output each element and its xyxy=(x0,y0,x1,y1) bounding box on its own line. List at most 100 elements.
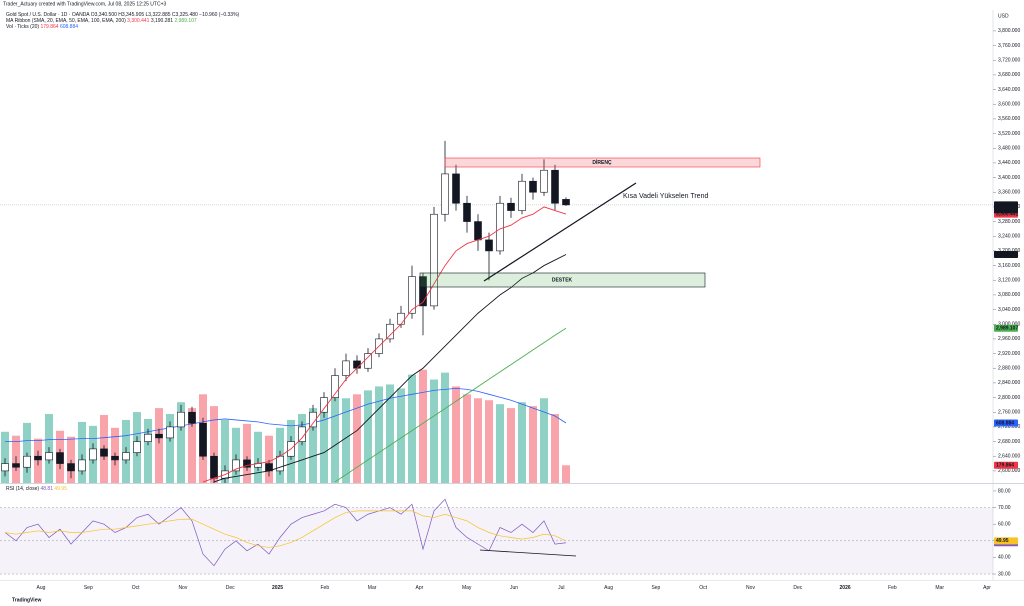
candle-body xyxy=(386,323,394,340)
candle-body xyxy=(353,360,361,369)
candle-body xyxy=(507,202,515,211)
ma-tag-bg xyxy=(994,324,1018,332)
volume-bar xyxy=(353,394,361,483)
scales: 3,800.000 3,760.000 3,720.000 3,680.000 3,64… xyxy=(37,28,1021,591)
candle-body xyxy=(155,433,163,439)
rsi-line xyxy=(4,498,567,567)
x-tick-label: Apr xyxy=(983,585,991,591)
volume-bar xyxy=(78,421,86,483)
rsi-line xyxy=(4,510,567,548)
volume-bar xyxy=(309,408,317,483)
vol-ma-tag-bg xyxy=(994,419,1018,427)
ma-tag-bg xyxy=(994,250,1018,258)
y-tick-label: 3,040.000 xyxy=(998,307,1020,313)
ohlc: O3,340.500 H3,345.905 L3,322.885 C3,325.… xyxy=(91,12,240,18)
candle-body xyxy=(78,459,86,472)
candle-body xyxy=(298,426,306,442)
y-tick-label: 3,760.000 xyxy=(998,43,1020,49)
volume-bar xyxy=(386,384,394,483)
candle-body xyxy=(551,169,559,204)
volume-bar xyxy=(485,400,493,483)
candle-body xyxy=(474,221,482,241)
y-tick-label: 3,240.000 xyxy=(998,234,1020,240)
y-tick-label: 2,880.000 xyxy=(998,366,1020,372)
candle-body xyxy=(485,239,493,252)
moving-average xyxy=(202,206,567,483)
moving-average xyxy=(334,327,567,483)
y-tick-label: 2,760.000 xyxy=(998,410,1020,416)
ma-value: 3,300.441 xyxy=(127,18,149,24)
y-tick-label: 2,840.000 xyxy=(998,380,1020,386)
vol-value: 179.864 xyxy=(40,24,58,30)
candle-body xyxy=(12,463,20,468)
x-tick-label: 2026 xyxy=(840,585,851,591)
candle-body xyxy=(34,455,42,461)
x-tick-label: Mar xyxy=(935,585,944,591)
y-tick-label: 2,600.000 xyxy=(998,468,1020,474)
resistance-box xyxy=(444,157,761,168)
price-pane xyxy=(0,140,993,483)
logo: TradingView xyxy=(12,597,41,603)
volume-bar xyxy=(408,374,416,483)
volume-bar xyxy=(419,369,427,483)
volume-bar xyxy=(177,402,185,483)
vol-legend: Vol · Ticks (20) 179.864 608.884 xyxy=(6,24,78,30)
x-tick-label: Dec xyxy=(226,585,235,591)
y-tick-label: 30.00 xyxy=(998,571,1011,577)
candle-body xyxy=(100,448,108,457)
candle-body xyxy=(67,463,75,472)
trend-line xyxy=(483,182,637,282)
y-tick-label: 3,640.000 xyxy=(998,87,1020,93)
vol-tag: 179.864 xyxy=(996,463,1014,469)
candle-body xyxy=(89,448,97,461)
volume-bar xyxy=(221,419,229,483)
y-tick-label: 2,800.000 xyxy=(998,395,1020,401)
x-tick-label: Feb xyxy=(888,585,897,591)
currency: USD xyxy=(998,13,1009,19)
y-tick-label: 3,360.000 xyxy=(998,190,1020,196)
candle-body xyxy=(56,452,64,464)
vol-ma-tag: 608.884 xyxy=(996,420,1014,426)
candle-body xyxy=(452,173,460,204)
candle-body xyxy=(342,360,350,376)
y-tick-label: 60.00 xyxy=(998,522,1011,528)
volume-bar xyxy=(441,372,449,483)
countdown: 11:34:52 xyxy=(996,207,1012,212)
candle-body xyxy=(529,180,537,193)
ma-legend: MA Ribbon (SMA, 20, EMA, 50, EMA, 100, E… xyxy=(6,18,197,24)
y-tick-label: 3,280.000 xyxy=(998,219,1020,225)
x-tick-label: Dec xyxy=(793,585,802,591)
y-tick-label: 2,680.000 xyxy=(998,439,1020,445)
candle-body xyxy=(166,426,174,439)
last-price-tag: 3,325.480 xyxy=(996,202,1018,208)
trend-label: Kısa Vadeli Yükselen Trend xyxy=(623,193,708,200)
candle-body xyxy=(23,455,31,468)
y-tick-label: 3,160.000 xyxy=(998,263,1020,269)
ma-value: 2,989.107 xyxy=(174,18,196,24)
rsi-pane xyxy=(0,498,993,575)
candle-body xyxy=(45,452,53,461)
volume-bar xyxy=(298,414,306,483)
y-tick-label: 40.00 xyxy=(998,555,1011,561)
volume-bar xyxy=(496,404,504,483)
volume-bar xyxy=(529,406,537,483)
x-tick-label: Aug xyxy=(37,585,46,591)
volume-bar xyxy=(243,423,251,483)
volume-bar xyxy=(144,418,152,483)
candle-body xyxy=(331,375,339,398)
y-tick-label: 3,520.000 xyxy=(998,131,1020,137)
volume-bar xyxy=(452,386,460,483)
x-tick-label: Feb xyxy=(320,585,329,591)
candle-body xyxy=(562,199,570,206)
candle-body xyxy=(199,422,207,457)
candle-body xyxy=(144,433,152,442)
candle-body xyxy=(518,180,526,211)
volume-bar xyxy=(67,436,75,483)
moving-average xyxy=(213,254,567,483)
divergence-line xyxy=(479,549,577,557)
credit: Trader_Actuary created with TradingView.… xyxy=(3,1,167,7)
y-tick-label: 3,720.000 xyxy=(998,58,1020,64)
candle-body xyxy=(320,397,328,413)
